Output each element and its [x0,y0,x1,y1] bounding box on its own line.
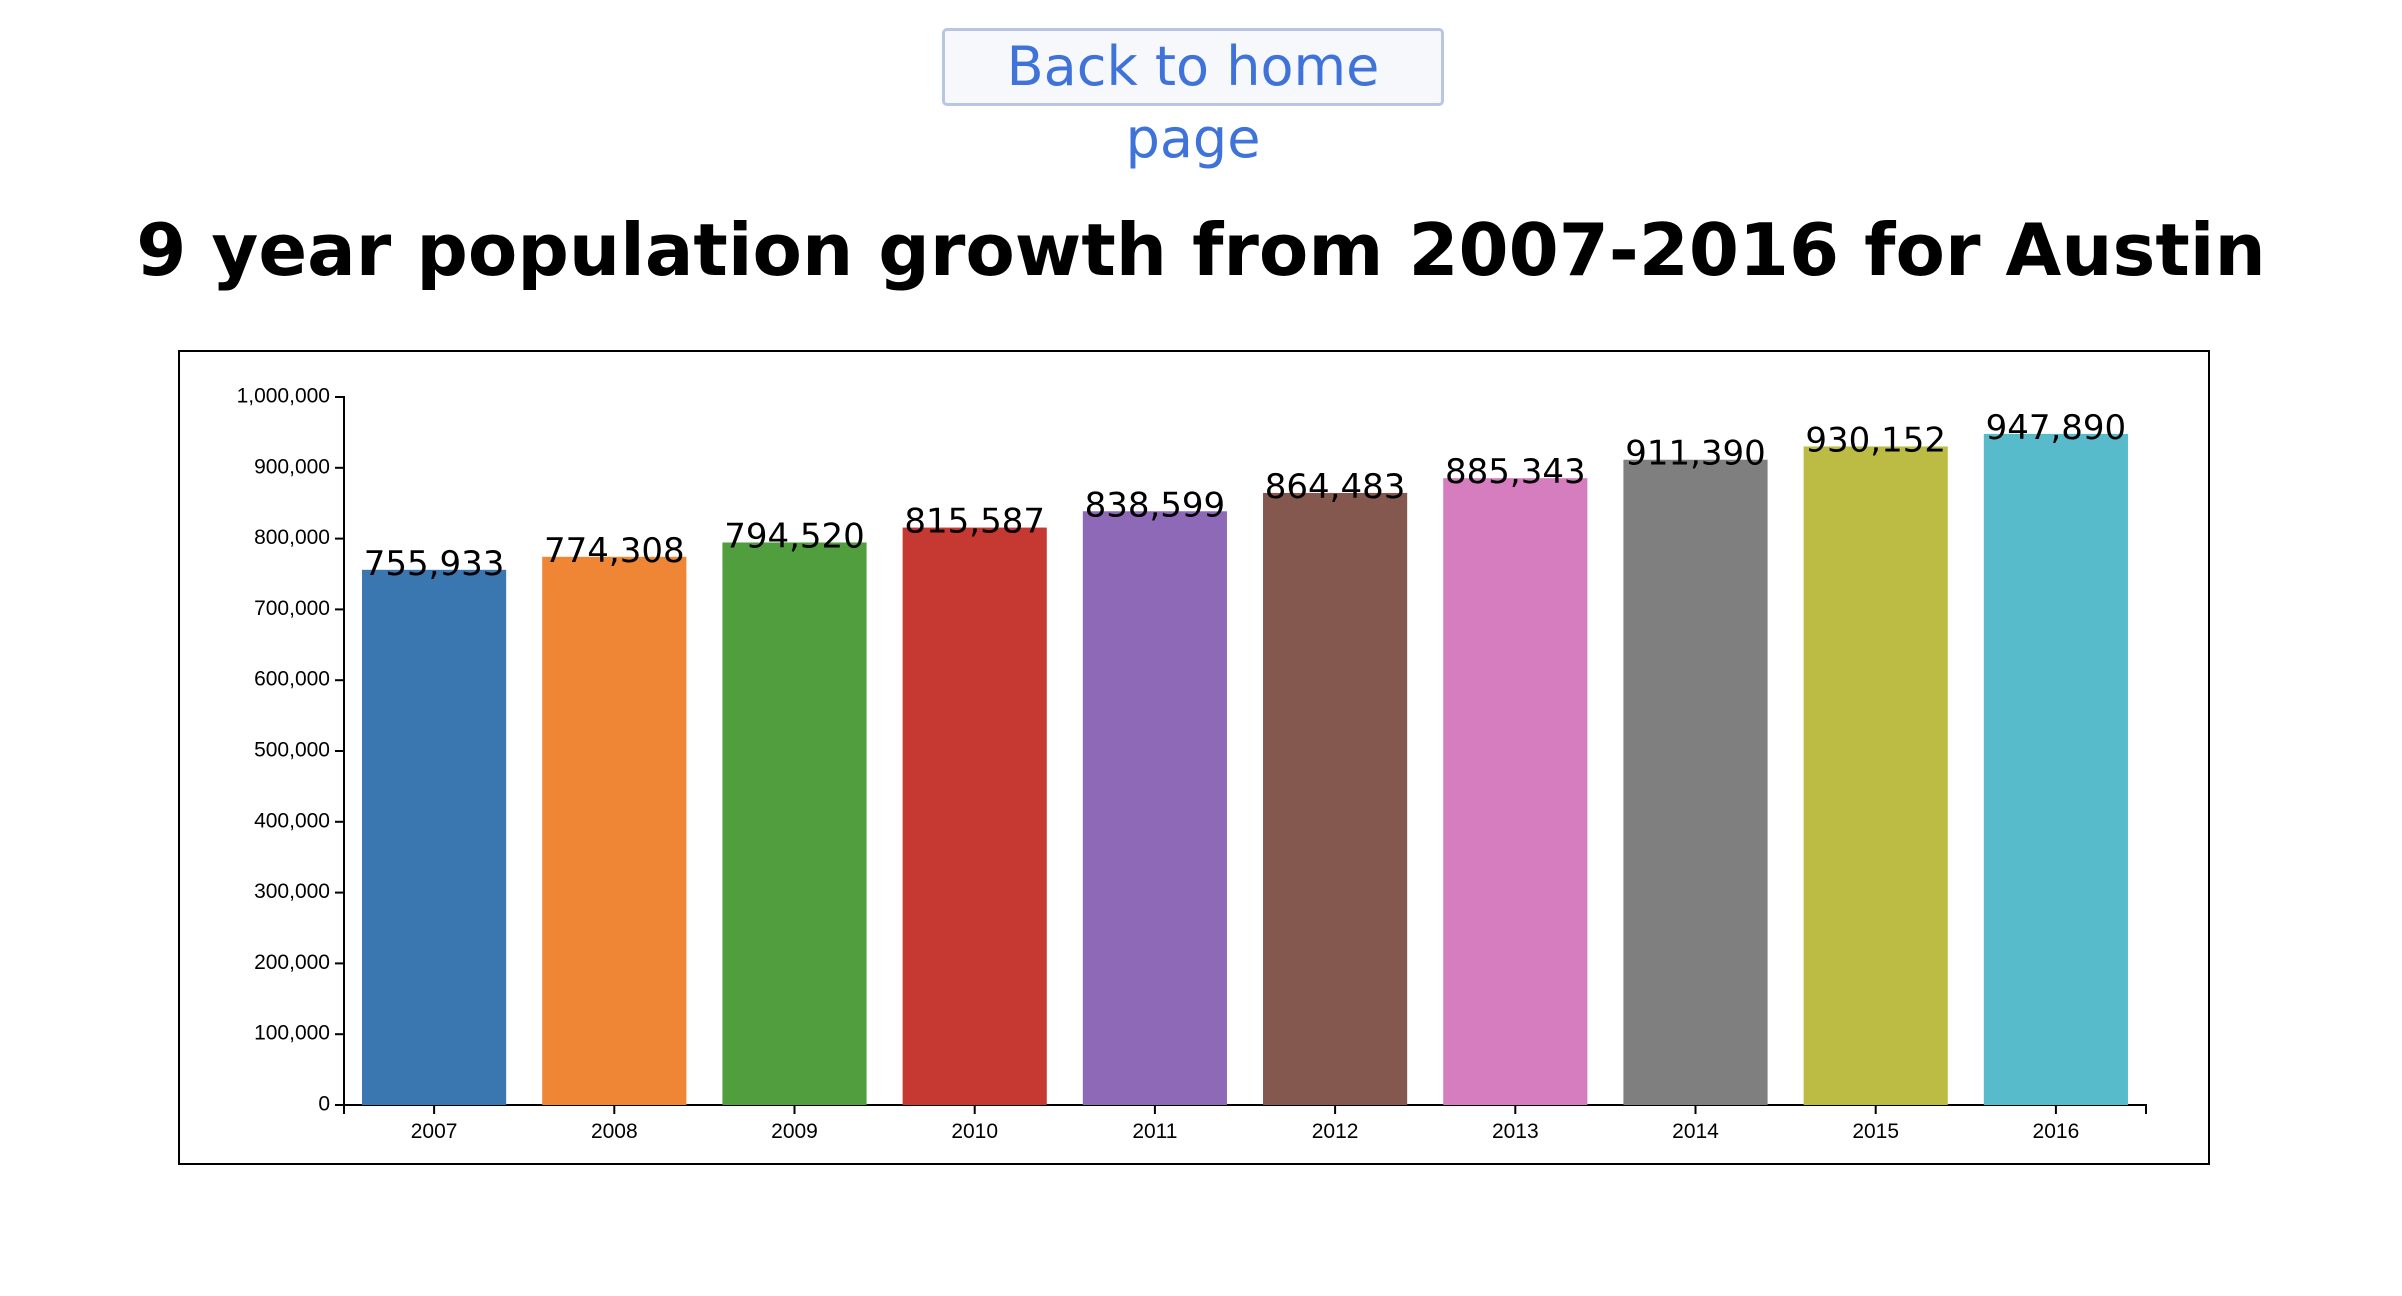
bar-value-label-2008: 774,308 [544,531,685,571]
y-tick-label: 400,000 [254,809,330,832]
x-tick-label-2008: 2008 [591,1120,638,1143]
y-tick-label: 100,000 [254,1022,330,1045]
bar-value-label-2009: 794,520 [724,516,865,556]
bar-chart: 0 100,000 200,000 300,000 400,000 500,000 600,… [237,385,2147,1143]
x-tick-label-2014: 2014 [1672,1120,1719,1143]
x-axis-line [343,1104,2147,1114]
x-tick-label-2011: 2011 [1132,1120,1177,1143]
y-tick-label: 900,000 [254,455,330,478]
y-tick-label: 700,000 [254,597,330,620]
y-tick-label: 600,000 [254,668,330,691]
x-tick-label-2015: 2015 [1852,1120,1899,1143]
bar-2007 [362,569,507,1105]
bar-value-label-2013: 885,343 [1445,452,1586,492]
x-axis: 2007 2008 2009 2010 2011 2012 2013 2014 2015 2016 [343,1104,2147,1143]
bar-2009 [722,542,867,1105]
bar-2015 [1803,446,1948,1105]
y-tick-label: 800,000 [254,526,330,549]
chart-frame: 0 100,000 200,000 300,000 400,000 500,000 600,… [178,350,2210,1165]
bar-2010 [902,527,1047,1105]
back-to-home-button[interactable]: Back to home page [942,28,1444,170]
bar-2014 [1623,459,1768,1106]
bar-value-label-2016: 947,890 [1986,408,2127,448]
x-tick-label-2013: 2013 [1492,1120,1539,1143]
y-tick-label: 1,000,000 [237,385,330,408]
bar-2012 [1263,492,1408,1105]
bar-value-label-2011: 838,599 [1085,485,1226,525]
bar-value-label-2010: 815,587 [904,502,1045,542]
y-tick-label: 0 [318,1093,330,1116]
bar-2016 [1983,433,2128,1105]
page-title: 9 year population growth from 2007-2016 … [136,208,2266,292]
x-tick-label-2010: 2010 [951,1120,998,1143]
x-tick-label-2007: 2007 [411,1120,458,1143]
y-tick-label: 300,000 [254,880,330,903]
bar-value-label-2007: 755,933 [364,544,505,584]
x-tick-label-2012: 2012 [1312,1120,1359,1143]
y-tick-label: 500,000 [254,739,330,762]
bar-2013 [1443,478,1588,1106]
bars-group [362,433,2128,1106]
x-tick-label-2016: 2016 [2033,1120,2080,1143]
bar-value-label-2014: 911,390 [1625,434,1766,474]
bar-labels-group: 755,933 774,308 794,520 815,587 838,599 864,4… [364,408,2126,584]
y-axis: 0 100,000 200,000 300,000 400,000 500,000 600,… [237,385,345,1116]
bar-value-label-2015: 930,152 [1805,420,1946,460]
bar-value-label-2012: 864,483 [1265,467,1406,507]
bar-2011 [1082,511,1227,1105]
x-tick-label-2009: 2009 [771,1120,818,1143]
y-tick-label: 200,000 [254,951,330,974]
bar-2008 [542,556,687,1105]
